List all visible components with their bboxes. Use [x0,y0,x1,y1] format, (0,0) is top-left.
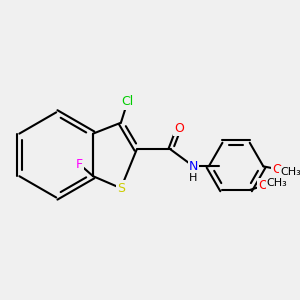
Text: F: F [76,158,83,171]
Text: S: S [117,182,125,195]
Text: O: O [272,163,282,176]
Text: O: O [174,122,184,135]
Text: H: H [189,173,198,183]
Text: N: N [189,160,198,173]
Text: CH₃: CH₃ [267,178,287,188]
Text: O: O [258,179,268,192]
Text: CH₃: CH₃ [280,167,300,177]
Text: Cl: Cl [121,95,134,109]
